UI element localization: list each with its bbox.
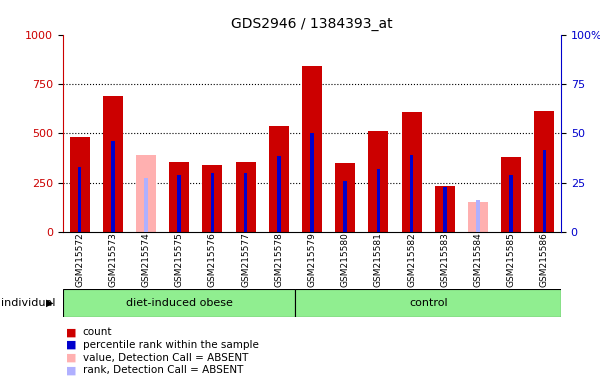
Bar xyxy=(169,162,189,232)
Text: ■: ■ xyxy=(66,327,77,337)
Text: GSM215586: GSM215586 xyxy=(540,232,549,287)
Bar xyxy=(401,112,422,232)
Bar xyxy=(244,173,247,232)
Bar xyxy=(468,202,488,232)
Bar xyxy=(509,175,513,232)
Text: GSM215580: GSM215580 xyxy=(341,232,350,287)
Bar xyxy=(70,137,89,232)
Bar xyxy=(542,150,546,232)
Text: GSM215573: GSM215573 xyxy=(108,232,118,287)
Bar xyxy=(410,155,413,232)
Text: GSM215584: GSM215584 xyxy=(473,232,482,287)
Bar xyxy=(144,178,148,232)
Text: GSM215583: GSM215583 xyxy=(440,232,449,287)
Bar xyxy=(269,126,289,232)
Bar xyxy=(435,186,455,232)
Bar xyxy=(103,96,123,232)
Bar xyxy=(535,111,554,232)
Text: ■: ■ xyxy=(66,340,77,350)
Bar xyxy=(302,66,322,232)
Bar xyxy=(63,289,295,317)
Bar xyxy=(236,162,256,232)
Text: value, Detection Call = ABSENT: value, Detection Call = ABSENT xyxy=(83,353,248,362)
Text: GSM215572: GSM215572 xyxy=(75,232,84,287)
Bar xyxy=(476,200,480,232)
Bar xyxy=(277,156,281,232)
Bar xyxy=(202,165,223,232)
Text: percentile rank within the sample: percentile rank within the sample xyxy=(83,340,259,350)
Bar xyxy=(443,187,446,232)
Bar xyxy=(377,169,380,232)
Bar xyxy=(295,289,561,317)
Text: rank, Detection Call = ABSENT: rank, Detection Call = ABSENT xyxy=(83,365,243,375)
Text: GSM215581: GSM215581 xyxy=(374,232,383,287)
Bar xyxy=(343,181,347,232)
Text: GSM215577: GSM215577 xyxy=(241,232,250,287)
Text: individual: individual xyxy=(1,298,56,308)
Text: control: control xyxy=(409,298,448,308)
Text: GSM215578: GSM215578 xyxy=(274,232,283,287)
Bar xyxy=(368,131,388,232)
Bar xyxy=(136,155,156,232)
Text: GSM215575: GSM215575 xyxy=(175,232,184,287)
Bar xyxy=(501,157,521,232)
Text: GSM215585: GSM215585 xyxy=(507,232,516,287)
Title: GDS2946 / 1384393_at: GDS2946 / 1384393_at xyxy=(231,17,393,31)
Text: ■: ■ xyxy=(66,365,77,375)
Text: diet-induced obese: diet-induced obese xyxy=(126,298,233,308)
Text: ■: ■ xyxy=(66,353,77,362)
Bar xyxy=(111,141,115,232)
Bar xyxy=(78,167,82,232)
Bar xyxy=(211,173,214,232)
Text: GSM215579: GSM215579 xyxy=(308,232,317,287)
Text: GSM215576: GSM215576 xyxy=(208,232,217,287)
Text: GSM215582: GSM215582 xyxy=(407,232,416,287)
Bar xyxy=(178,175,181,232)
Text: GSM215574: GSM215574 xyxy=(142,232,151,287)
Text: ▶: ▶ xyxy=(46,298,53,308)
Bar xyxy=(335,163,355,232)
Text: count: count xyxy=(83,327,112,337)
Bar xyxy=(310,134,314,232)
